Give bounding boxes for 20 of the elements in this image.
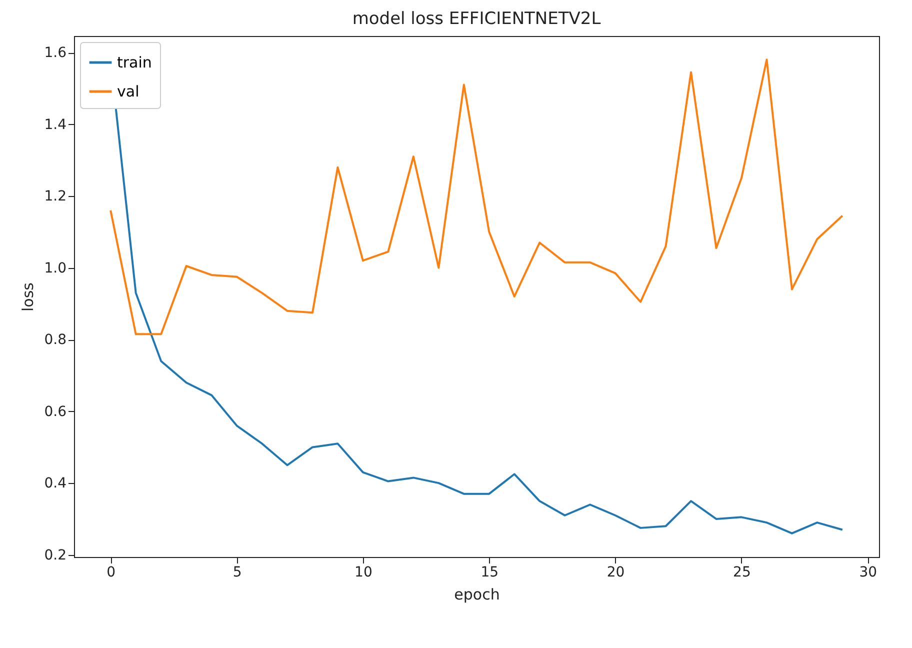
x-tick-label: 25 bbox=[733, 564, 751, 580]
y-tick-label: 0.6 bbox=[44, 404, 67, 420]
y-axis-title: loss bbox=[19, 282, 38, 312]
x-axis-title: epoch bbox=[454, 586, 500, 604]
legend-label: train bbox=[117, 54, 152, 72]
y-tick-label: 1.0 bbox=[44, 260, 66, 276]
y-tick-label: 1.4 bbox=[44, 116, 67, 133]
x-tick-label: 30 bbox=[859, 564, 878, 580]
x-tick-label: 5 bbox=[232, 564, 242, 580]
y-tick-label: 0.4 bbox=[44, 476, 67, 492]
y-tick-label: 1.2 bbox=[44, 188, 66, 205]
x-tick-label: 15 bbox=[480, 564, 499, 580]
chart-title: model loss EFFICIENTNETV2L bbox=[352, 9, 602, 29]
x-tick-label: 10 bbox=[354, 564, 372, 580]
x-tick-label: 0 bbox=[106, 564, 116, 580]
x-tick-label: 20 bbox=[606, 564, 625, 580]
y-tick-label: 0.2 bbox=[44, 547, 66, 564]
y-tick-label: 1.6 bbox=[44, 45, 67, 62]
y-tick-label: 0.8 bbox=[44, 332, 66, 348]
legend-label: val bbox=[117, 82, 140, 100]
